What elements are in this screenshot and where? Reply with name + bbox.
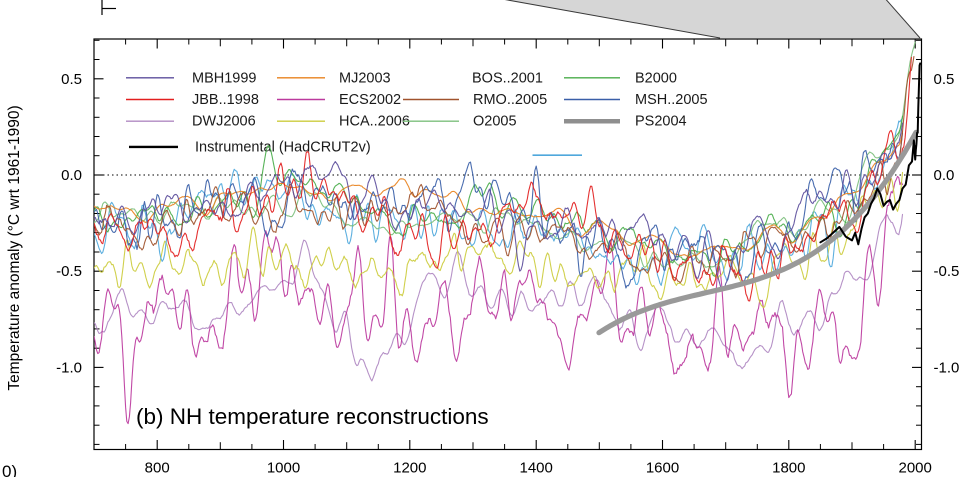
svg-text:B2000: B2000 [635, 70, 677, 86]
svg-text:JBB..1998: JBB..1998 [192, 92, 259, 108]
svg-text:ECS2002: ECS2002 [339, 92, 401, 108]
svg-text:0): 0) [2, 462, 17, 477]
svg-text:0.5: 0.5 [934, 71, 955, 88]
svg-text:MJ2003: MJ2003 [339, 70, 391, 86]
svg-text:RMO..2005: RMO..2005 [473, 92, 547, 108]
svg-text:1200: 1200 [393, 460, 426, 477]
svg-text:MSH..2005: MSH..2005 [635, 92, 708, 108]
svg-text:-1.0: -1.0 [56, 359, 82, 376]
svg-text:BOS..2001: BOS..2001 [472, 70, 543, 86]
svg-text:HCA..2006: HCA..2006 [339, 114, 410, 130]
svg-text:DWJ2006: DWJ2006 [192, 114, 256, 130]
svg-text:-0.5: -0.5 [934, 263, 960, 280]
svg-text:800: 800 [145, 460, 170, 477]
svg-text:Instrumental (HadCRUT2v): Instrumental (HadCRUT2v) [195, 139, 371, 155]
svg-text:-1.0: -1.0 [934, 359, 960, 376]
svg-text:1400: 1400 [520, 460, 553, 477]
svg-text:MBH1999: MBH1999 [192, 70, 256, 86]
svg-text:2000: 2000 [899, 460, 932, 477]
svg-text:(b) NH temperature reconstruct: (b) NH temperature reconstructions [136, 404, 489, 429]
svg-text:0.0: 0.0 [61, 167, 82, 184]
svg-text:1000: 1000 [267, 460, 300, 477]
svg-text:O2005: O2005 [473, 114, 517, 130]
svg-text:PS2004: PS2004 [635, 114, 687, 130]
svg-text:Temperature anomaly (°C wrt 19: Temperature anomaly (°C wrt 1961-1990) [6, 105, 23, 390]
svg-text:0.0: 0.0 [934, 167, 955, 184]
svg-text:-0.5: -0.5 [56, 263, 82, 280]
svg-text:1800: 1800 [772, 460, 805, 477]
svg-text:1600: 1600 [646, 460, 679, 477]
svg-text:0.5: 0.5 [61, 71, 82, 88]
